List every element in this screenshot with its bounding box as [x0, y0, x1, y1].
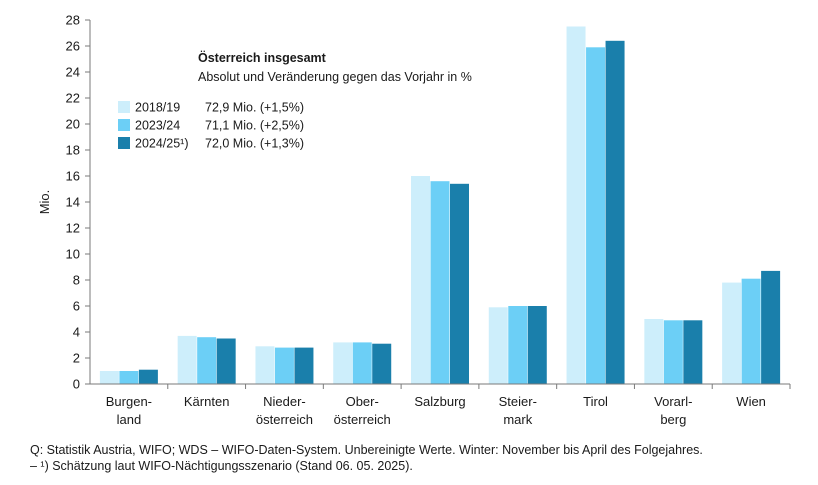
source-footnote: Q: Statistik Austria, WIFO; WDS – WIFO-D…: [30, 443, 703, 457]
estimate-footnote: – ¹) Schätzung laut WIFO-Nächtigungsszen…: [30, 459, 413, 473]
bar: [352, 342, 372, 384]
category-label: Vorarl-: [654, 394, 692, 409]
y-tick-label: 20: [66, 117, 80, 132]
bar: [605, 40, 625, 385]
y-tick-label: 26: [66, 39, 80, 54]
y-tick-label: 16: [66, 169, 80, 184]
category-label: Tirol: [583, 394, 608, 409]
bar: [430, 181, 450, 384]
bar: [663, 320, 683, 384]
bar: [508, 306, 528, 384]
y-tick-label: 18: [66, 143, 80, 158]
legend-swatch: [118, 101, 130, 113]
y-tick-label: 12: [66, 221, 80, 236]
bar: [411, 176, 430, 384]
category-label: land: [117, 412, 142, 427]
legend-series-name: 2024/25¹): [135, 137, 189, 151]
category-label: Kärnten: [184, 394, 230, 409]
y-tick-label: 8: [73, 273, 80, 288]
bar: [527, 306, 547, 384]
bar: [255, 346, 275, 384]
bar: [450, 183, 469, 384]
legend-series-value: 71,1 Mio. (+2,5%): [205, 119, 304, 133]
legend-series-value: 72,9 Mio. (+1,5%): [205, 101, 304, 115]
y-tick-label: 22: [66, 91, 80, 106]
y-tick-label: 0: [73, 377, 80, 392]
bars: [99, 26, 781, 385]
category-label: österreich: [256, 412, 313, 427]
bar: [333, 342, 353, 384]
bar: [741, 278, 761, 384]
y-tick-label: 6: [73, 299, 80, 314]
y-tick-label: 14: [66, 195, 80, 210]
y-tick-label: 28: [66, 13, 80, 28]
category-label: österreich: [334, 412, 391, 427]
bar: [644, 319, 664, 384]
bar: [119, 371, 139, 384]
bar: [488, 307, 508, 384]
x-axis: [90, 383, 791, 389]
bar: [99, 371, 119, 384]
legend: 2018/19 72,9 Mio. (+1,5%) 2023/24 71,1 Mio.…: [118, 101, 304, 151]
bar: [197, 337, 217, 384]
category-label: Nieder-: [263, 394, 306, 409]
y-tick-label: 2: [73, 351, 80, 366]
category-label: Wien: [736, 394, 766, 409]
bar: [586, 47, 606, 385]
bar: [138, 369, 158, 384]
y-tick-label: 4: [73, 325, 80, 340]
legend-series-value: 72,0 Mio. (+1,3%): [205, 137, 304, 151]
category-label: Ober-: [346, 394, 379, 409]
bar: [761, 270, 781, 384]
category-label: Burgen-: [106, 394, 152, 409]
bar: [683, 320, 703, 384]
bar: [177, 335, 197, 384]
category-label: Steier-: [499, 394, 537, 409]
category-label: berg: [660, 412, 686, 427]
bar: [294, 347, 314, 384]
y-tick-label: 10: [66, 247, 80, 262]
bar: [274, 347, 294, 384]
legend-swatch: [118, 137, 130, 149]
bar: [372, 343, 392, 384]
annotation-title: Österreich insgesamt: [198, 50, 327, 65]
legend-swatch: [118, 119, 130, 131]
category-labels: Burgen-land Kärnten Nieder-österreich Ober-…: [106, 394, 766, 427]
y-axis-label: Mio.: [37, 190, 52, 215]
bar: [566, 26, 586, 384]
bar: [722, 282, 742, 384]
category-label: Salzburg: [414, 394, 465, 409]
category-label: mark: [503, 412, 532, 427]
bar: [216, 338, 236, 384]
legend-series-name: 2023/24: [135, 119, 180, 133]
y-tick-label: 24: [66, 65, 80, 80]
annotation-subtitle: Absolut und Veränderung gegen das Vorjah…: [198, 70, 472, 84]
legend-series-name: 2018/19: [135, 101, 180, 115]
